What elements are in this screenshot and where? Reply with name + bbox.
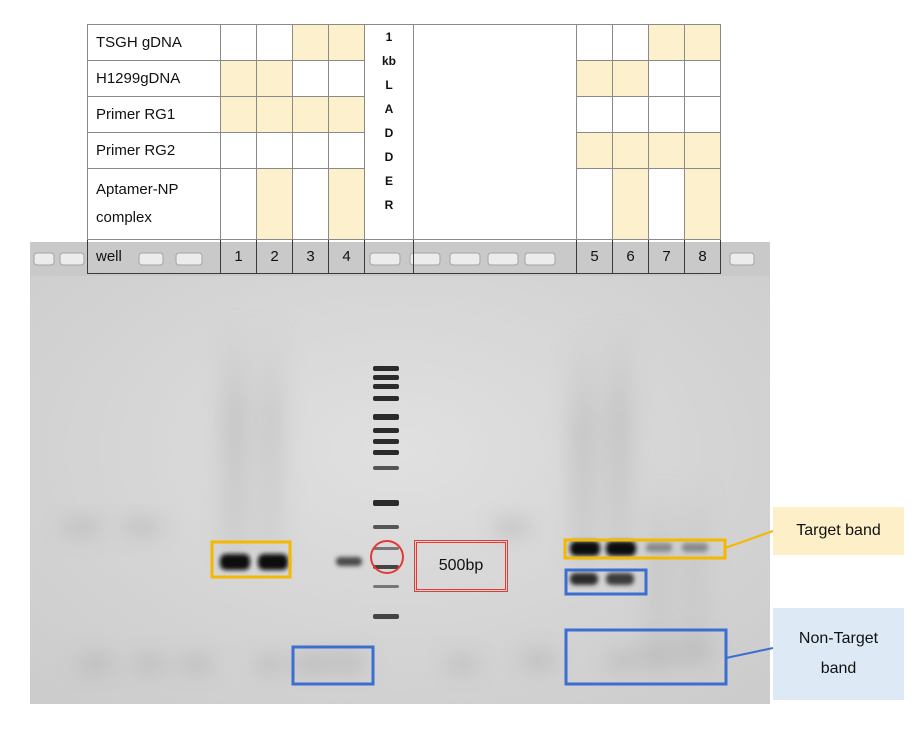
nontarget-band-callout: Non-Target band bbox=[773, 608, 904, 700]
target-connector-line bbox=[724, 530, 774, 549]
table-cell bbox=[648, 132, 685, 169]
table-cell bbox=[684, 168, 721, 240]
well-label: well bbox=[87, 239, 221, 274]
nontarget-box-left bbox=[291, 645, 375, 686]
table-cell bbox=[256, 24, 293, 61]
ladder-letter: D bbox=[384, 150, 394, 164]
empty-well-cell bbox=[413, 239, 577, 274]
ladder-letter: A bbox=[384, 102, 394, 116]
table-cell bbox=[576, 24, 613, 61]
table-cell bbox=[576, 96, 613, 133]
ladder-letter: 1 bbox=[385, 30, 393, 44]
table-cell bbox=[328, 96, 365, 133]
row-label-line: complex bbox=[96, 209, 152, 226]
table-cell bbox=[648, 60, 685, 97]
row-label-line: Aptamer-NP bbox=[96, 181, 179, 198]
sample-bands bbox=[220, 541, 708, 585]
table-cell bbox=[648, 168, 685, 240]
nontarget-box-middle bbox=[564, 568, 648, 596]
table-cell bbox=[220, 24, 257, 61]
table-cell bbox=[328, 168, 365, 240]
ladder-letter: kb bbox=[381, 54, 396, 68]
table-cell bbox=[612, 60, 649, 97]
table-row: Primer RG1 bbox=[87, 96, 721, 133]
lane-smears bbox=[222, 320, 708, 650]
table-cell bbox=[684, 24, 721, 61]
callout-line: band bbox=[820, 660, 857, 677]
table-row: Aptamer-NP complex bbox=[87, 168, 721, 240]
table-cell bbox=[648, 24, 685, 61]
table-cell bbox=[576, 168, 613, 240]
row-label: Aptamer-NP complex bbox=[87, 168, 221, 240]
table-cell bbox=[576, 132, 613, 169]
table-row: H1299gDNA bbox=[87, 60, 721, 97]
table-cell bbox=[220, 168, 257, 240]
table-cell bbox=[292, 60, 329, 97]
well-number: 6 bbox=[612, 239, 649, 274]
table-cell bbox=[256, 132, 293, 169]
well-number: 8 bbox=[684, 239, 721, 274]
well-row: well 1 2 3 4 5 6 7 8 bbox=[87, 239, 721, 274]
table-cell bbox=[612, 24, 649, 61]
table-cell bbox=[684, 60, 721, 97]
table-row: TSGH gDNA 1 kb L A D D E R bbox=[87, 24, 721, 240]
table-cell bbox=[684, 96, 721, 133]
ladder-letter: L bbox=[385, 78, 393, 92]
well-number: 3 bbox=[292, 239, 329, 274]
well-number: 1 bbox=[220, 239, 257, 274]
table-cell bbox=[292, 96, 329, 133]
ladder-letter: R bbox=[384, 198, 394, 212]
bp-size-label: 500bp bbox=[414, 540, 508, 592]
row-label: Primer RG2 bbox=[87, 132, 221, 169]
table-cell bbox=[220, 96, 257, 133]
ladder-label-column: 1 kb L A D D E R bbox=[364, 24, 414, 240]
target-box-right bbox=[563, 538, 727, 560]
table-cell bbox=[256, 60, 293, 97]
table-cell bbox=[684, 132, 721, 169]
ladder-letter: E bbox=[384, 174, 393, 188]
table-cell bbox=[292, 168, 329, 240]
callout-line: Non-Target bbox=[798, 630, 879, 647]
ladder-500bp-marker bbox=[370, 540, 404, 574]
table-cell bbox=[612, 168, 649, 240]
ladder-well-cell bbox=[364, 239, 414, 274]
ladder-bands bbox=[373, 366, 399, 619]
target-band-callout: Target band bbox=[773, 507, 904, 555]
well-number: 2 bbox=[256, 239, 293, 274]
nontarget-connector-line bbox=[725, 647, 774, 659]
sample-table: TSGH gDNA 1 kb L A D D E R H1299gDNA bbox=[87, 24, 721, 274]
table-cell bbox=[220, 60, 257, 97]
row-label: H1299gDNA bbox=[87, 60, 221, 97]
well-number: 7 bbox=[648, 239, 685, 274]
primer-dimer-haze bbox=[60, 519, 712, 676]
ladder-letter: D bbox=[384, 126, 394, 140]
table-cell bbox=[292, 132, 329, 169]
table-cell bbox=[328, 60, 365, 97]
table-cell bbox=[292, 24, 329, 61]
row-label: TSGH gDNA bbox=[87, 24, 221, 61]
empty-lanes-cell bbox=[413, 24, 577, 240]
well-number: 5 bbox=[576, 239, 613, 274]
table-cell bbox=[328, 24, 365, 61]
table-cell bbox=[612, 96, 649, 133]
well-number: 4 bbox=[328, 239, 365, 274]
target-box-left bbox=[210, 540, 292, 579]
table-cell bbox=[256, 168, 293, 240]
row-label: Primer RG1 bbox=[87, 96, 221, 133]
table-cell bbox=[648, 96, 685, 133]
table-row: Primer RG2 bbox=[87, 132, 721, 169]
table-cell bbox=[576, 60, 613, 97]
table-cell bbox=[220, 132, 257, 169]
table-cell bbox=[328, 132, 365, 169]
table-cell bbox=[256, 96, 293, 133]
table-cell bbox=[612, 132, 649, 169]
